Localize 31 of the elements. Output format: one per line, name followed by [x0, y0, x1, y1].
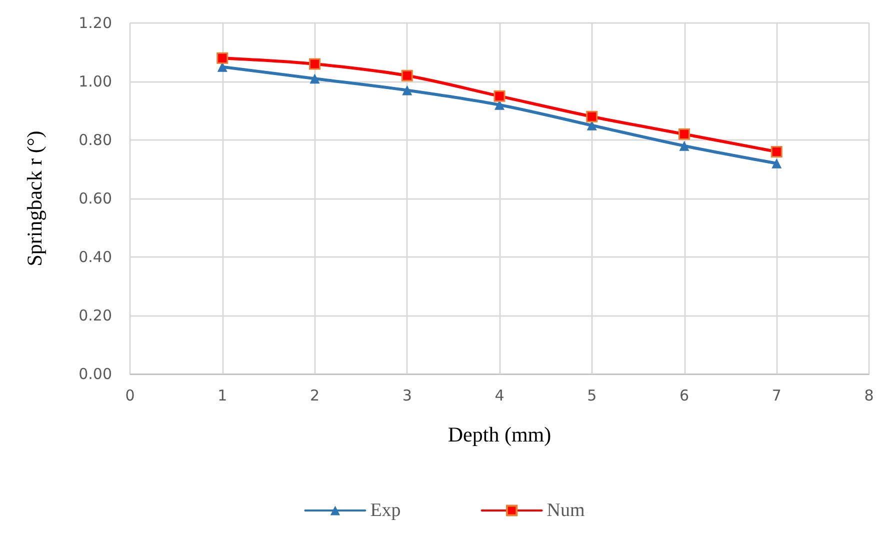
- x-tick-label: 8: [864, 386, 874, 404]
- point: [310, 74, 320, 84]
- y-tick-label: 0.80: [78, 131, 112, 149]
- point: [678, 128, 690, 140]
- x-tick-label: 0: [125, 386, 135, 404]
- legend-label: Num: [546, 500, 586, 521]
- x-tick-label: 6: [679, 386, 690, 404]
- y-tick-label: 0.00: [78, 365, 112, 383]
- x-tick-label: 5: [587, 386, 597, 404]
- x-tick-label: 7: [772, 386, 782, 404]
- point: [770, 146, 782, 158]
- y-tick-label: 0.40: [78, 248, 112, 266]
- y-tick-label: 0.60: [78, 190, 112, 208]
- point: [494, 90, 506, 102]
- legend-label: Exp: [370, 500, 401, 521]
- point: [401, 70, 413, 82]
- point: [586, 110, 598, 122]
- point: [309, 58, 320, 70]
- point: [216, 52, 228, 64]
- x-axis-title: Depth (mm): [448, 422, 552, 446]
- y-tick-label: 1.00: [78, 72, 112, 90]
- x-tick-label: 4: [494, 386, 504, 404]
- y-axis-title: Springback r (°): [22, 130, 46, 266]
- y-tick-label: 0.20: [78, 306, 112, 324]
- point: [679, 140, 690, 151]
- y-tick-label: 1.20: [78, 14, 112, 32]
- point: [772, 158, 782, 168]
- x-tick-label: 1: [218, 386, 228, 404]
- x-tick-label: 2: [310, 386, 320, 404]
- x-tick-label: 3: [402, 386, 412, 404]
- point: [402, 85, 412, 96]
